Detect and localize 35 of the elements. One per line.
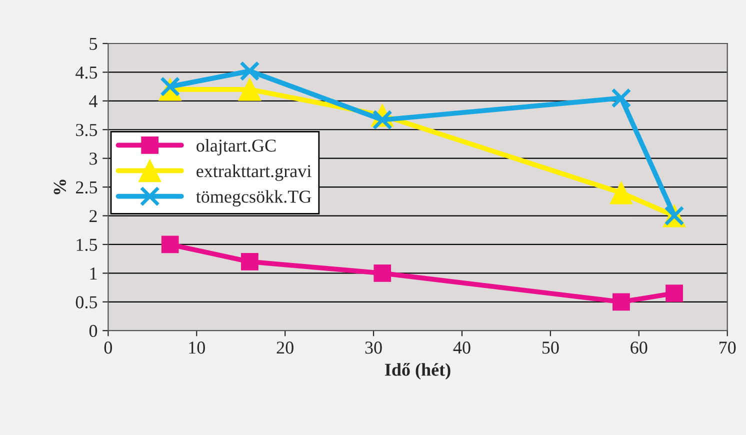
point — [161, 236, 179, 254]
y-tick-label: 4 — [89, 95, 98, 108]
point — [372, 110, 392, 130]
x-tick-label: 30 — [365, 342, 382, 354]
y-tick-label: 2.5 — [76, 181, 98, 194]
point — [240, 60, 260, 82]
y-tick-label: 1 — [90, 268, 97, 280]
point — [611, 88, 632, 108]
x-tick-label: 0 — [104, 342, 112, 354]
point — [241, 253, 258, 270]
legend-label: tömegcsökk.TG — [196, 190, 312, 206]
legend-label: extrakttart.gravi — [196, 164, 312, 181]
x-tick-label: 70 — [720, 342, 736, 354]
point — [238, 78, 262, 101]
y-tick-label: 0 — [89, 324, 98, 338]
x-tick-label: 40 — [453, 342, 470, 354]
point — [612, 293, 630, 311]
y-tick-label: 1.5 — [76, 238, 98, 251]
point — [374, 264, 392, 282]
x-tick-label: 50 — [542, 342, 559, 354]
point — [666, 284, 683, 302]
y-tick-label: 3.5 — [76, 124, 98, 136]
y-tick-label: 3 — [90, 152, 98, 165]
point — [610, 181, 633, 204]
y-tick-label: 4.5 — [76, 66, 98, 79]
y-axis-title: % — [54, 180, 66, 194]
y-tick-label: 5 — [90, 38, 98, 50]
x-tick-label: 60 — [630, 342, 648, 354]
point — [160, 76, 180, 97]
y-tick-label: 0.5 — [76, 296, 98, 308]
x-axis-title: Idő (hét) — [385, 362, 450, 380]
x-tick-label: 20 — [276, 342, 294, 354]
legend-label: olajtart.GC — [196, 139, 276, 156]
x-tick-label: 10 — [189, 342, 205, 354]
y-tick-label: 2 — [90, 210, 97, 222]
